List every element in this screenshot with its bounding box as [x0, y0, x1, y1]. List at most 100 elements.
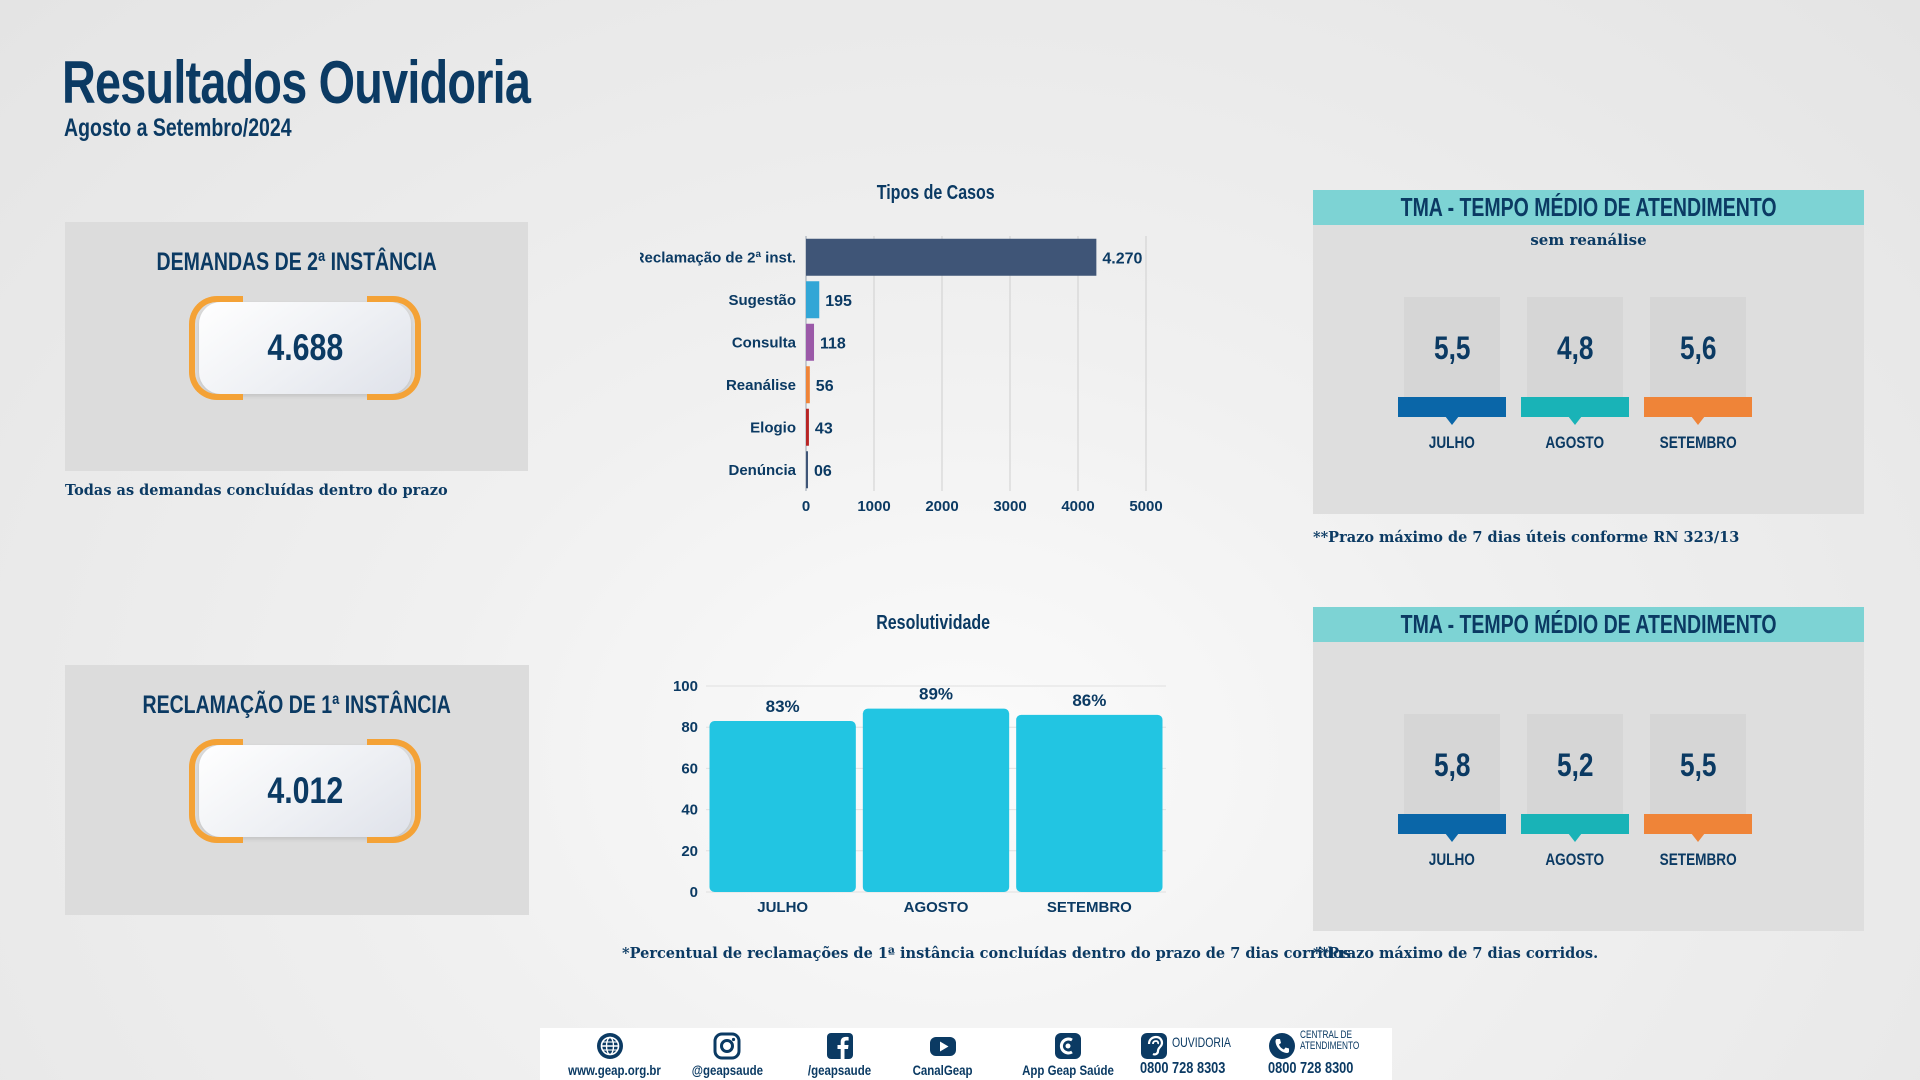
footer-ouvidoria-label: OUVIDORIA [1172, 1034, 1231, 1050]
footer-central-label-2: ATENDIMENTO [1300, 1040, 1360, 1052]
x-tick-label: 0 [802, 498, 810, 515]
bar [806, 323, 815, 361]
bar [806, 281, 820, 319]
category-label: Denúncia [728, 462, 796, 479]
footer-link-youtube[interactable]: CanalGeap [898, 1028, 988, 1080]
tma-color-strip [1644, 397, 1752, 417]
tma-month: SETEMBRO [1659, 433, 1737, 452]
category-label: Sugestão [728, 292, 796, 309]
kpi-panel-2a-instancia: DEMANDAS DE 2ª INSTÂNCIA 4.688 [65, 222, 528, 471]
bar-value-label: 43 [815, 420, 833, 437]
tma-bottom-title: TMA - TEMPO MÉDIO DE ATENDIMENTO [1400, 609, 1777, 639]
tma-month: JULHO [1428, 850, 1476, 869]
youtube-icon [930, 1037, 956, 1056]
bracket-left [189, 739, 243, 843]
y-tick-label: 20 [681, 843, 698, 860]
tma-top-title: TMA - TEMPO MÉDIO DE ATENDIMENTO [1400, 192, 1777, 222]
bar-value-label: 195 [825, 293, 852, 310]
tma-value: 5,6 [1679, 329, 1717, 366]
kpi-2a-title: DEMANDAS DE 2ª INSTÂNCIA [156, 248, 437, 276]
footer-label: @geapsaude [691, 1062, 763, 1078]
page-title: Resultados Ouvidoria [62, 49, 531, 116]
bar [806, 451, 808, 489]
category-label: Elogio [750, 419, 796, 436]
y-tick-label: 60 [681, 760, 698, 777]
category-label: Consulta [732, 334, 797, 351]
chart-tipos-title: Tipos de Casos [876, 182, 995, 204]
tma-month: JULHO [1428, 433, 1476, 452]
chart-resolutividade: 0 20 40 60 80 100 83% JULHO 89% AGOSTO 86% SETEMBRO [673, 678, 1166, 916]
x-tick-label: 4000 [1061, 498, 1094, 515]
bar [806, 366, 810, 404]
phone-icon [1269, 1033, 1295, 1059]
bar-value-label: 56 [816, 378, 834, 395]
footer-ouvidoria[interactable]: OUVIDORIA 0800 728 8303 [1140, 1030, 1250, 1080]
y-tick-label: 80 [681, 719, 698, 736]
footer-link-instagram[interactable]: @geapsaude [682, 1028, 772, 1080]
tma-color-strip [1398, 397, 1506, 417]
x-tick-label: 5000 [1129, 498, 1162, 515]
tma-month: AGOSTO [1545, 433, 1605, 452]
footer-central-phone: 0800 728 8300 [1268, 1060, 1354, 1077]
tma-pointer [1445, 416, 1459, 425]
bar-value-label: 118 [820, 335, 846, 352]
footer-link-facebook[interactable]: /geapsaude [795, 1028, 885, 1080]
bracket-right [367, 296, 421, 400]
footer-contact-bar: www.geap.org.br @geapsaude /geapsaude Ca… [540, 1028, 1392, 1080]
kpi-2a-value-card: 4.688 [189, 296, 421, 400]
instagram-icon [713, 1032, 741, 1060]
kpi-2a-value: 4.688 [267, 327, 343, 368]
chart-tipos-de-casos: 0 1000 2000 3000 4000 5000 Reclamação de 2ª in… [640, 236, 1163, 515]
tma-value: 5,8 [1433, 746, 1471, 783]
kpi-panel-1a-instancia: RECLAMAÇÃO DE 1ª INSTÂNCIA 4.012 [65, 665, 529, 915]
bar [806, 238, 1097, 276]
bracket-right [367, 739, 421, 843]
ear-icon [1141, 1033, 1167, 1059]
x-category-label: JULHO [757, 899, 808, 916]
tma-value: 5,5 [1433, 329, 1471, 366]
footer-label: App Geap Saúde [1022, 1062, 1114, 1078]
tma-color-strip [1521, 397, 1629, 417]
bar-value-label: 89% [919, 685, 953, 704]
x-category-label: SETEMBRO [1047, 899, 1132, 916]
app-icon [1055, 1033, 1081, 1059]
footer-central-atendimento[interactable]: CENTRAL DE ATENDIMENTO 0800 728 8300 [1268, 1030, 1386, 1080]
bar-value-label: 83% [766, 697, 800, 716]
tma-pointer [1691, 833, 1705, 842]
tma-month: SETEMBRO [1659, 850, 1737, 869]
footer-link-website[interactable]: www.geap.org.br [558, 1028, 662, 1080]
category-label: Reclamação de 2ª inst. [640, 249, 796, 266]
page-subtitle: Agosto a Setembro/2024 [64, 114, 292, 142]
tma-color-strip [1644, 814, 1752, 834]
tma-month: AGOSTO [1545, 850, 1605, 869]
tma-pointer [1445, 833, 1459, 842]
tma-bottom-note: **Prazo máximo de 7 dias corridos. [1313, 945, 1599, 962]
bar [862, 708, 1010, 892]
tma-value: 5,5 [1679, 746, 1717, 783]
tma-panel-top: TMA - TEMPO MÉDIO DE ATENDIMENTO sem rea… [1313, 190, 1864, 514]
tma-panel-bottom: TMA - TEMPO MÉDIO DE ATENDIMENTO 5,8 JUL… [1313, 607, 1864, 931]
tma-bottom-item-julho: 5,8 JULHO [1398, 714, 1506, 869]
y-tick-label: 40 [681, 802, 698, 819]
tma-color-strip [1521, 814, 1629, 834]
category-label: Reanálise [726, 377, 796, 394]
tma-color-strip [1398, 814, 1506, 834]
x-tick-label: 3000 [993, 498, 1026, 515]
footer-label: www.geap.org.br [568, 1062, 661, 1078]
y-tick-label: 100 [673, 678, 698, 695]
kpi-1a-value-card: 4.012 [189, 739, 421, 843]
tma-bottom-item-agosto: 5,2 AGOSTO [1521, 714, 1629, 869]
y-tick-label: 0 [690, 884, 698, 901]
bar [1016, 714, 1163, 892]
footer-label: CanalGeap [913, 1062, 973, 1078]
tma-top-item-setembro: 5,6 SETEMBRO [1644, 297, 1752, 452]
facebook-icon [827, 1033, 853, 1059]
footer-ouvidoria-phone: 0800 728 8303 [1140, 1060, 1226, 1077]
tma-pointer [1568, 833, 1582, 842]
kpi-1a-title: RECLAMAÇÃO DE 1ª INSTÂNCIA [142, 691, 452, 719]
tma-top-item-julho: 5,5 JULHO [1398, 297, 1506, 452]
footer-label: /geapsaude [808, 1062, 872, 1078]
footer-link-app[interactable]: App Geap Saúde [998, 1028, 1138, 1080]
tma-pointer [1568, 416, 1582, 425]
resolutividade-note: *Percentual de reclamações de 1ª instânc… [622, 945, 1356, 962]
